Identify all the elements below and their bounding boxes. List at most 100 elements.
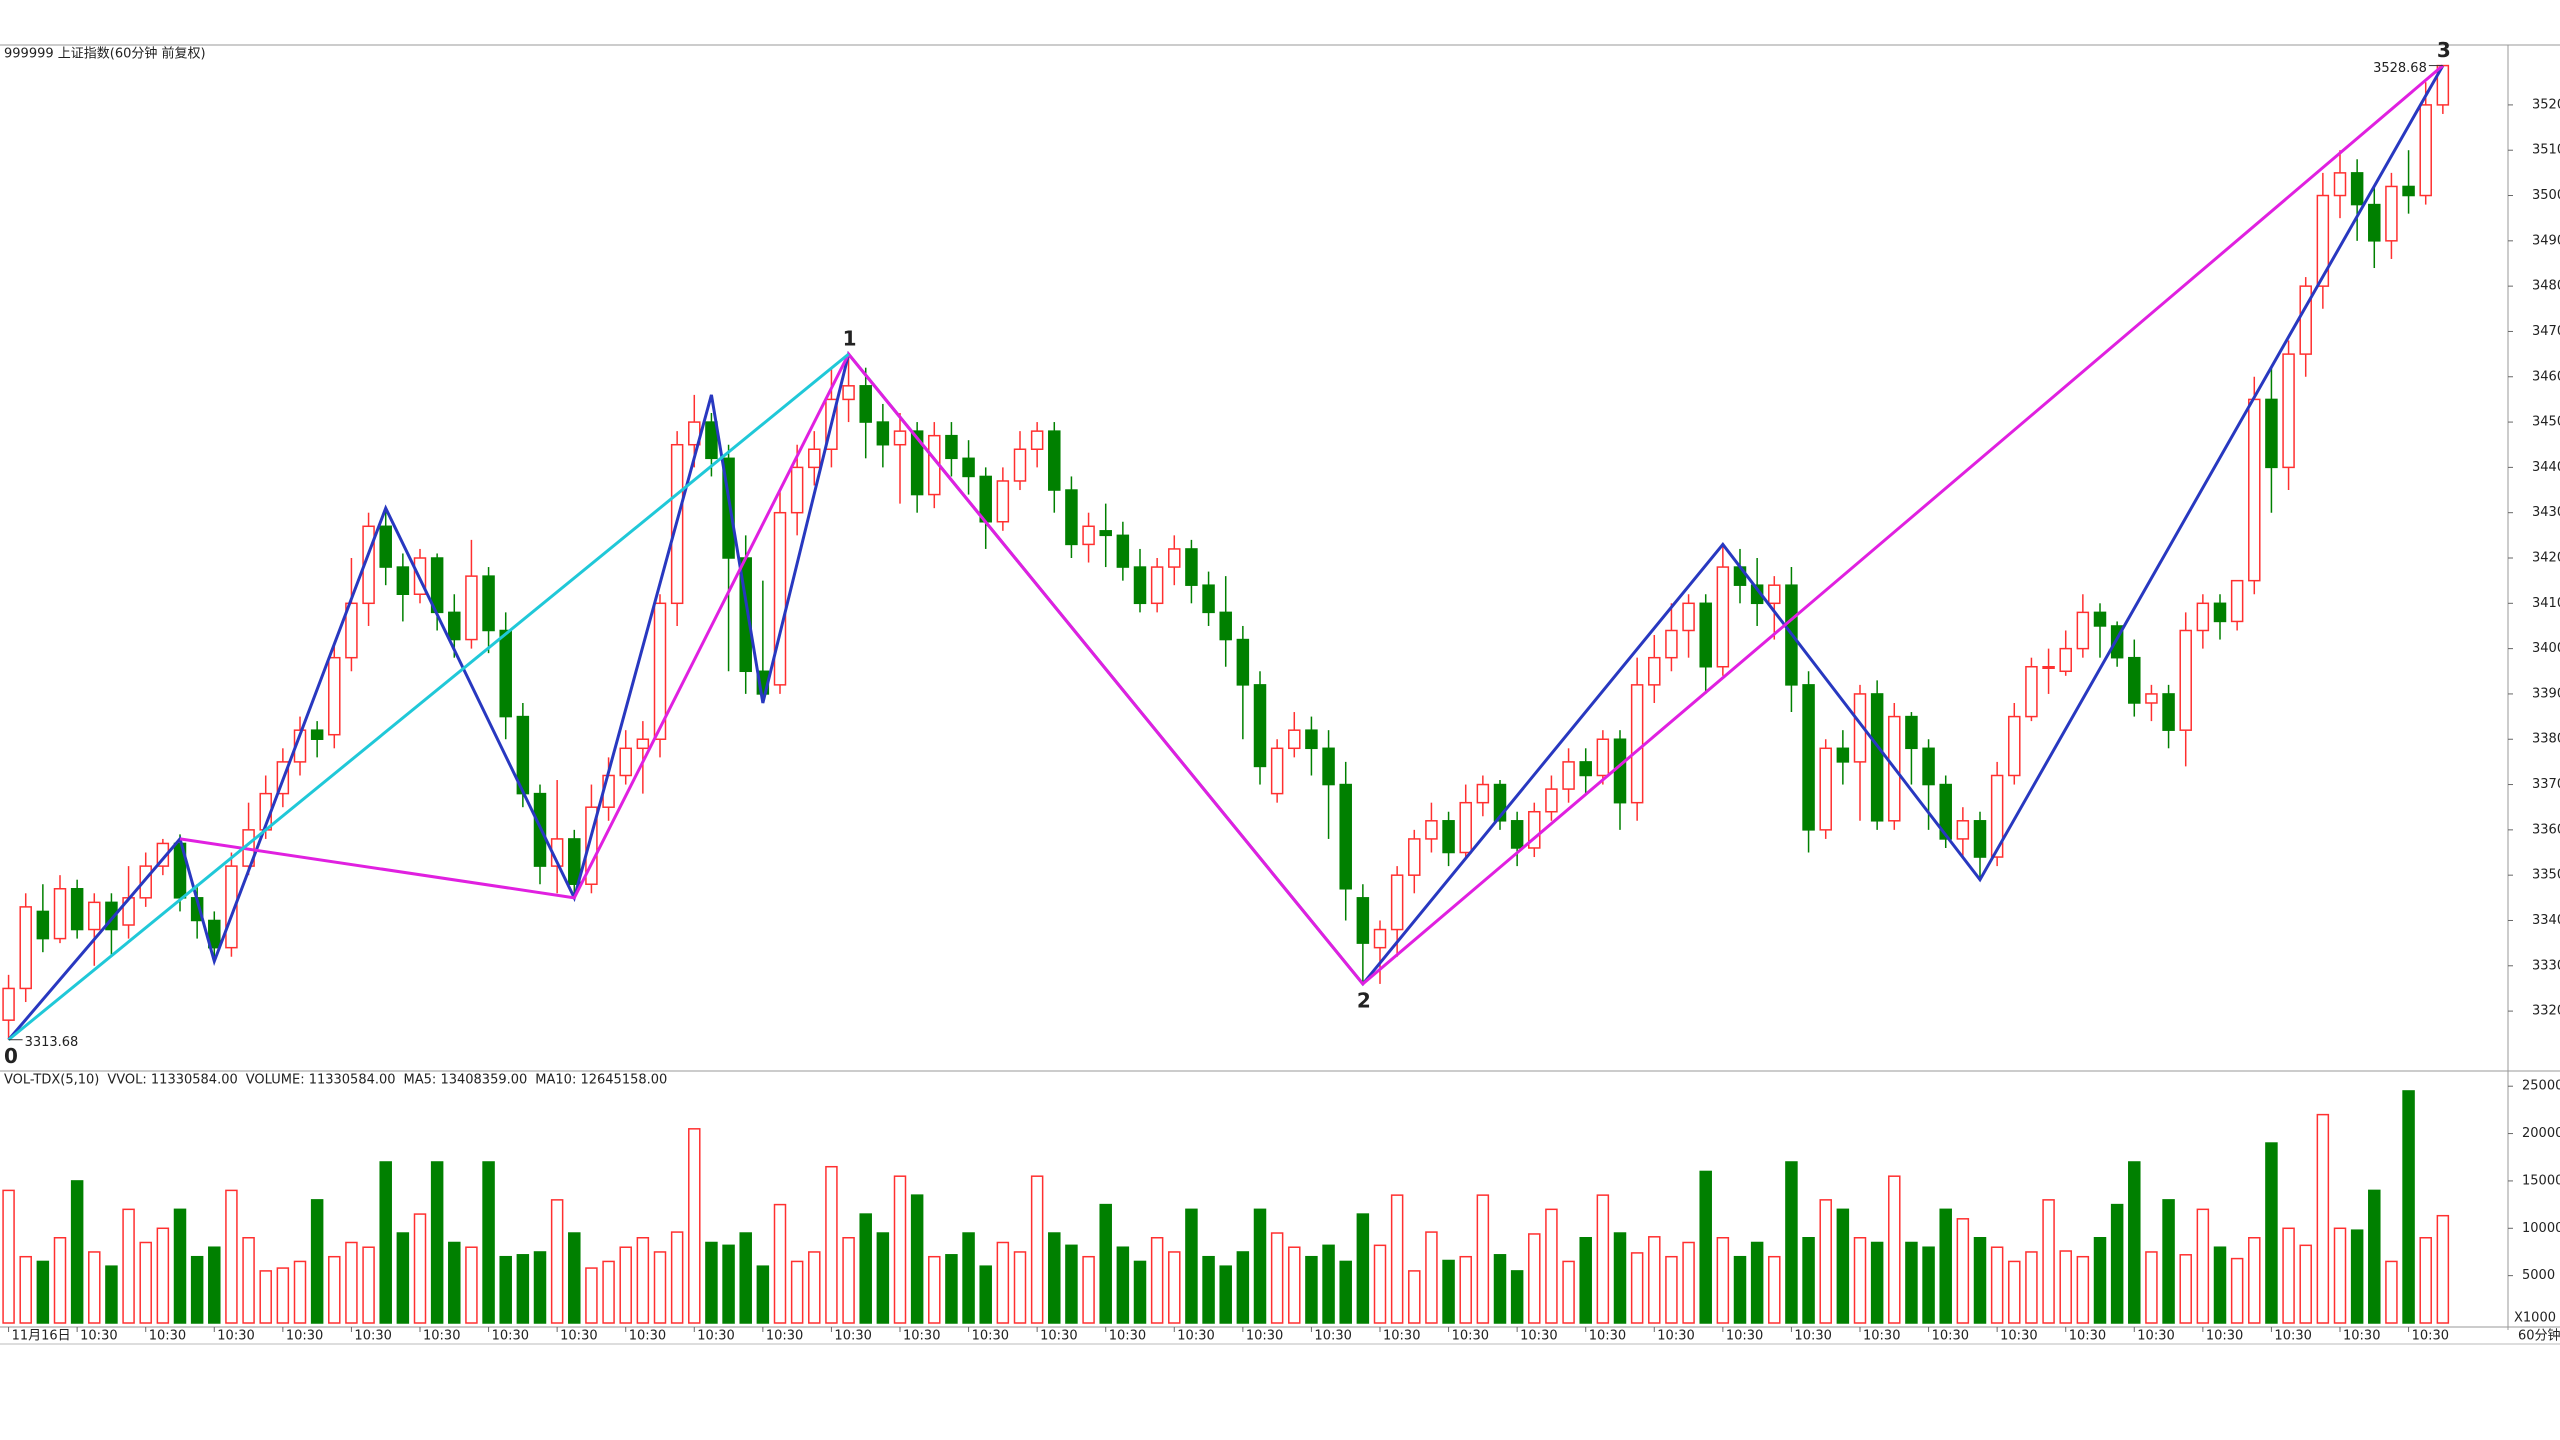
volume-bar [1939, 1208, 1952, 1324]
volume-bar [790, 1260, 804, 1324]
volume-bar [1493, 1254, 1507, 1324]
volume-bar [1150, 1237, 1164, 1324]
volume-bar [310, 1199, 324, 1324]
candle-body [2299, 285, 2312, 355]
volume-bar [1853, 1237, 1867, 1324]
x-tick-label: 10:30 [2274, 1329, 2311, 1344]
volume-bar [619, 1246, 632, 1324]
candle-body [842, 385, 855, 401]
x-tick-label: 10:30 [2000, 1329, 2037, 1344]
volume-bar [2299, 1244, 2312, 1324]
price-label: 3313.68 [25, 1035, 79, 1050]
candle-body [1973, 820, 1987, 858]
candle-body [1150, 566, 1164, 605]
volume-bar [70, 1180, 84, 1324]
x-tick-label: 10:30 [492, 1329, 529, 1344]
x-tick-label: 10:30 [1452, 1329, 1489, 1344]
candle-body [1253, 684, 1267, 768]
volume-bar [208, 1246, 221, 1324]
candle-body [1425, 820, 1438, 840]
candle-body [2042, 665, 2055, 669]
y-tick-label: 3480 [2532, 279, 2560, 294]
volume-bar [1922, 1246, 1935, 1324]
volume-bar [670, 1231, 684, 1324]
volume-bar [1048, 1232, 1061, 1324]
candle-body [1048, 430, 1061, 491]
candle-body [1562, 761, 1575, 790]
volume-bar [688, 1128, 701, 1324]
volume-bar [1459, 1255, 1472, 1324]
volume-bar [705, 1241, 718, 1324]
volume-bar [1425, 1231, 1438, 1324]
zigzag-line [7, 64, 2445, 1041]
price-label: 3528.68 [2373, 61, 2427, 76]
candle-body [1528, 810, 1541, 849]
y-tick-label: 3380 [2532, 732, 2560, 747]
x-tick-label: 10:30 [972, 1329, 1009, 1344]
volume-bar [1373, 1244, 1387, 1324]
candle-body [2316, 194, 2330, 287]
candle-body [1630, 684, 1644, 804]
candle-body [482, 575, 495, 632]
volume-bar [2093, 1237, 2107, 1324]
candle-body [1270, 747, 1284, 795]
volume-bar [2402, 1090, 2415, 1324]
volume-bar [876, 1232, 890, 1324]
candle-body [2, 987, 15, 1021]
candle-body [328, 656, 341, 736]
candle-body [1768, 584, 1781, 605]
candle-body [2402, 185, 2415, 197]
candle-body [2248, 398, 2261, 582]
volume-bar [1613, 1232, 1627, 1324]
volume-bar [156, 1227, 170, 1324]
volume-bar [1288, 1246, 1301, 1324]
volume-legend: VVOL: 11330584.00 [107, 1073, 237, 1088]
chart-title: 999999 上证指数(60分钟 前复权) [4, 46, 206, 62]
volume-bar [739, 1232, 752, 1324]
candle-body [2230, 579, 2244, 623]
wave-label: 0 [4, 1044, 18, 1068]
x-tick-label: 10:30 [1794, 1329, 1831, 1344]
x-tick-label: 10:30 [1177, 1329, 1214, 1344]
volume-bar [1390, 1194, 1404, 1324]
volume-bar [825, 1165, 838, 1324]
volume-bar [2385, 1260, 2398, 1324]
volume-bar [190, 1255, 204, 1324]
candle-body [1390, 874, 1404, 931]
candle-body [619, 747, 632, 777]
volume-y-tick-label: 25000 [2522, 1079, 2560, 1094]
x-tick-label: 10:30 [286, 1329, 323, 1344]
x-tick-label: 10:30 [1246, 1329, 1283, 1344]
volume-bar [1836, 1208, 1850, 1324]
y-tick-label: 3450 [2532, 415, 2560, 430]
candle-body [568, 838, 581, 885]
x-tick-label: 11月16日 [12, 1329, 71, 1344]
candle-body [2213, 602, 2227, 623]
x-tick-label: 10:30 [217, 1329, 254, 1344]
candle-body [1596, 738, 1610, 777]
x-tick-label: 10:30 [2206, 1329, 2243, 1344]
volume-legend: MA10: 12645158.00 [535, 1073, 667, 1088]
volume-bar [1236, 1251, 1250, 1324]
candle-body [379, 525, 392, 568]
volume-y-tick-label: 5000 [2522, 1268, 2555, 1283]
volume-bar [945, 1254, 958, 1324]
candle-body [1682, 602, 1695, 632]
zigzag-line [7, 352, 850, 1041]
x-tick-label: 10:30 [560, 1329, 597, 1344]
candle-body [1922, 747, 1935, 786]
volume-y-tick-label: 20000 [2522, 1126, 2560, 1141]
volume-bar [259, 1270, 272, 1324]
volume-unit: X1000 [2514, 1311, 2556, 1326]
volume-bar [1442, 1259, 1455, 1324]
candle-body [310, 729, 324, 740]
volume-bar [1099, 1203, 1112, 1324]
candle-body [2196, 602, 2210, 632]
candle-body [139, 865, 152, 899]
x-tick-label: 10:30 [1726, 1329, 1763, 1344]
volume-bar [53, 1237, 67, 1324]
candle-body [1819, 747, 1832, 831]
candle-body [36, 910, 50, 940]
volume-bar [1888, 1175, 1901, 1324]
volume-bar [756, 1265, 770, 1324]
